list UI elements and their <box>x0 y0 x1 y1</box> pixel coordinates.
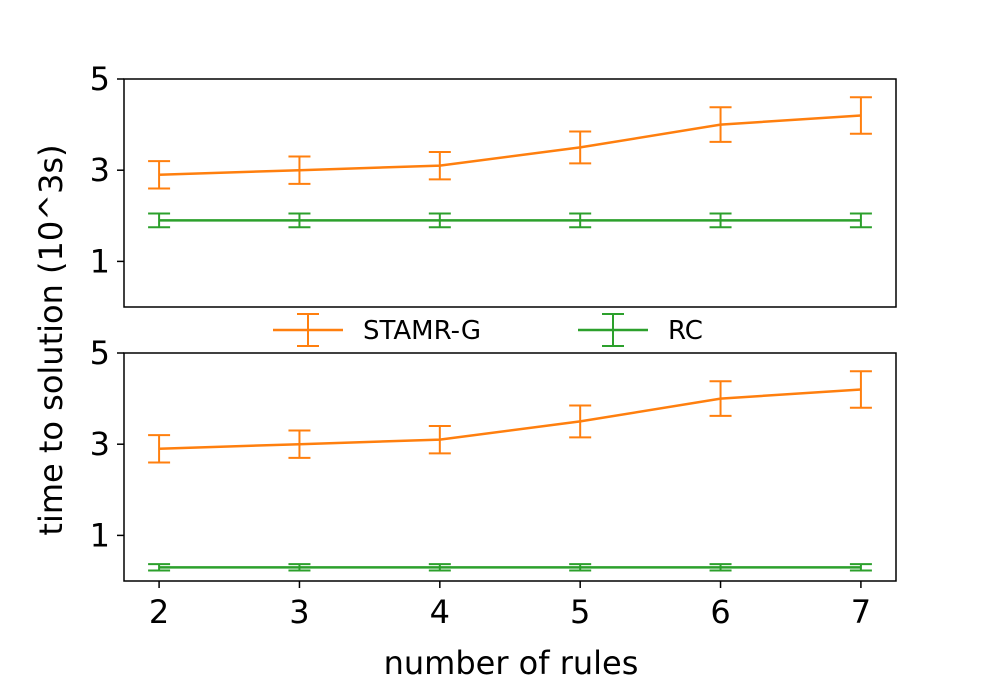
series-stamr-g <box>148 370 872 464</box>
x-tick-label: 3 <box>289 593 309 631</box>
y-tick-label: 3 <box>90 425 110 463</box>
x-axis-title: number of rules <box>384 644 639 679</box>
plot-frame <box>123 78 897 308</box>
legend-entry-rc: RC <box>578 313 703 347</box>
series-stamr-g <box>148 96 872 190</box>
x-tick-label: 7 <box>851 593 871 631</box>
series-rc <box>148 212 872 229</box>
legend-label-stamr-g: STAMR-G <box>363 316 481 346</box>
series-line-stamr-g <box>159 114 861 177</box>
legend-label-rc: RC <box>668 316 703 346</box>
plot-frame <box>123 352 897 582</box>
legend-entry-stamr-g: STAMR-G <box>273 313 481 347</box>
x-tick-label: 4 <box>430 593 450 631</box>
series-line-stamr-g <box>159 388 861 451</box>
legend: STAMR-G RC <box>273 313 703 347</box>
bottom-panel: 1 3 5 2 3 4 5 6 7 <box>90 334 897 631</box>
y-tick-label: 1 <box>90 242 110 280</box>
y-axis-title: time to solution (10^3s) <box>32 144 70 535</box>
y-tick-label: 3 <box>90 151 110 189</box>
y-tick-label: 5 <box>90 334 110 372</box>
x-tick-label: 5 <box>570 593 590 631</box>
y-tick-label: 1 <box>90 516 110 554</box>
x-tick-label: 6 <box>710 593 730 631</box>
y-tick-label: 5 <box>90 60 110 98</box>
x-tick-label: 2 <box>149 593 169 631</box>
series-rc <box>148 563 872 572</box>
top-panel: 1 3 5 <box>90 60 897 308</box>
